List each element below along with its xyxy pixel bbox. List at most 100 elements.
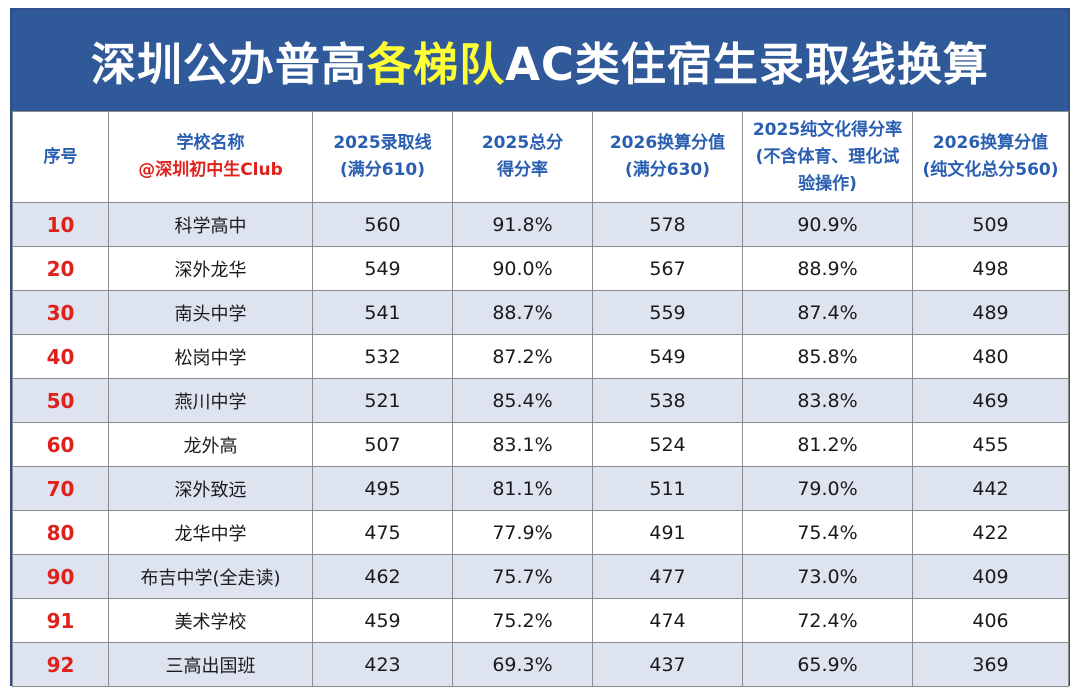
rate-2025-cell: 87.2%: [452, 334, 593, 379]
school-name-cell: 松岗中学: [108, 334, 313, 379]
score-2025-cell: 495: [312, 466, 453, 511]
header-culture-rate-2025: 2025纯文化得分率 (不含体育、理化试 验操作): [742, 111, 913, 203]
culture-converted-cell: 469: [912, 378, 1069, 423]
table-row: 50 燕川中学 521 85.4% 538 83.8% 469: [12, 378, 1069, 423]
rate-2025-cell: 88.7%: [452, 290, 593, 335]
table-body: 10 科学高中 560 91.8% 578 90.9% 509 20 深外龙华 549 90.0% 5…: [12, 202, 1069, 687]
culture-rate-cell: 79.0%: [742, 466, 913, 511]
header-school: 学校名称 @深圳初中生Club: [108, 111, 313, 203]
rate-2025-cell: 75.2%: [452, 598, 593, 643]
title-part-2: AC类住宿生录取线换算: [505, 38, 989, 91]
header-converted-2026: 2026换算分值 (满分630): [592, 111, 743, 203]
header-rank: 序号: [12, 111, 109, 203]
culture-rate-cell: 75.4%: [742, 510, 913, 555]
table-row: 20 深外龙华 549 90.0% 567 88.9% 498: [12, 246, 1069, 291]
rank-cell: 90: [12, 554, 109, 599]
culture-converted-cell: 455: [912, 422, 1069, 467]
score-2025-cell: 541: [312, 290, 453, 335]
rate-2025-cell: 75.7%: [452, 554, 593, 599]
header-school-watermark: @深圳初中生Club: [138, 160, 283, 180]
table-row: 91 美术学校 459 75.2% 474 72.4% 406: [12, 598, 1069, 643]
culture-rate-cell: 73.0%: [742, 554, 913, 599]
converted-2026-cell: 474: [592, 598, 743, 643]
culture-converted-cell: 509: [912, 202, 1069, 247]
admission-table: 序号 学校名称 @深圳初中生Club 2025录取线 (满分610) 2025总…: [12, 111, 1069, 687]
school-name-cell: 南头中学: [108, 290, 313, 335]
header-score-2025: 2025录取线 (满分610): [312, 111, 453, 203]
rate-2025-cell: 91.8%: [452, 202, 593, 247]
score-2025-cell: 423: [312, 642, 453, 687]
rank-cell: 40: [12, 334, 109, 379]
culture-rate-cell: 83.8%: [742, 378, 913, 423]
rank-cell: 60: [12, 422, 109, 467]
header-culture-converted-2026: 2026换算分值 (纯文化总分560): [912, 111, 1069, 203]
culture-converted-cell: 442: [912, 466, 1069, 511]
rank-cell: 30: [12, 290, 109, 335]
rank-cell: 91: [12, 598, 109, 643]
rate-2025-cell: 69.3%: [452, 642, 593, 687]
rate-2025-cell: 81.1%: [452, 466, 593, 511]
converted-2026-cell: 437: [592, 642, 743, 687]
school-name-cell: 科学高中: [108, 202, 313, 247]
score-2025-cell: 521: [312, 378, 453, 423]
title-highlight: 各梯队: [367, 38, 506, 91]
culture-converted-cell: 422: [912, 510, 1069, 555]
rate-2025-cell: 77.9%: [452, 510, 593, 555]
rate-2025-cell: 83.1%: [452, 422, 593, 467]
rate-2025-cell: 90.0%: [452, 246, 593, 291]
rank-cell: 92: [12, 642, 109, 687]
score-2025-cell: 532: [312, 334, 453, 379]
culture-converted-cell: 489: [912, 290, 1069, 335]
rank-cell: 20: [12, 246, 109, 291]
culture-rate-cell: 65.9%: [742, 642, 913, 687]
score-2025-cell: 560: [312, 202, 453, 247]
converted-2026-cell: 538: [592, 378, 743, 423]
converted-2026-cell: 549: [592, 334, 743, 379]
school-name-cell: 三高出国班: [108, 642, 313, 687]
school-name-cell: 深外龙华: [108, 246, 313, 291]
table-row: 70 深外致远 495 81.1% 511 79.0% 442: [12, 466, 1069, 511]
converted-2026-cell: 477: [592, 554, 743, 599]
rank-cell: 10: [12, 202, 109, 247]
rate-2025-cell: 85.4%: [452, 378, 593, 423]
culture-converted-cell: 498: [912, 246, 1069, 291]
culture-rate-cell: 81.2%: [742, 422, 913, 467]
table-row: 10 科学高中 560 91.8% 578 90.9% 509: [12, 202, 1069, 247]
converted-2026-cell: 491: [592, 510, 743, 555]
school-name-cell: 龙华中学: [108, 510, 313, 555]
score-2025-cell: 507: [312, 422, 453, 467]
converted-2026-cell: 559: [592, 290, 743, 335]
school-name-cell: 燕川中学: [108, 378, 313, 423]
culture-converted-cell: 409: [912, 554, 1069, 599]
converted-2026-cell: 511: [592, 466, 743, 511]
culture-converted-cell: 406: [912, 598, 1069, 643]
table-row: 90 布吉中学(全走读) 462 75.7% 477 73.0% 409: [12, 554, 1069, 599]
table-row: 60 龙外高 507 83.1% 524 81.2% 455: [12, 422, 1069, 467]
score-2025-cell: 549: [312, 246, 453, 291]
school-name-cell: 龙外高: [108, 422, 313, 467]
culture-rate-cell: 90.9%: [742, 202, 913, 247]
rank-cell: 80: [12, 510, 109, 555]
school-name-cell: 美术学校: [108, 598, 313, 643]
culture-rate-cell: 72.4%: [742, 598, 913, 643]
culture-rate-cell: 88.9%: [742, 246, 913, 291]
converted-2026-cell: 578: [592, 202, 743, 247]
converted-2026-cell: 524: [592, 422, 743, 467]
table-row: 80 龙华中学 475 77.9% 491 75.4% 422: [12, 510, 1069, 555]
table-card: 深圳公办普高 各梯队 AC类住宿生录取线换算 序号 学校名称 @深圳初中生Club: [10, 8, 1070, 687]
rank-cell: 50: [12, 378, 109, 423]
culture-converted-cell: 369: [912, 642, 1069, 687]
culture-converted-cell: 480: [912, 334, 1069, 379]
table-row: 30 南头中学 541 88.7% 559 87.4% 489: [12, 290, 1069, 335]
table-row: 92 三高出国班 423 69.3% 437 65.9% 369: [12, 642, 1069, 687]
table-row: 40 松岗中学 532 87.2% 549 85.8% 480: [12, 334, 1069, 379]
score-2025-cell: 475: [312, 510, 453, 555]
page-title: 深圳公办普高 各梯队 AC类住宿生录取线换算: [12, 10, 1068, 111]
school-name-cell: 深外致远: [108, 466, 313, 511]
title-part-1: 深圳公办普高: [91, 38, 368, 91]
header-rate-2025: 2025总分 得分率: [452, 111, 593, 203]
converted-2026-cell: 567: [592, 246, 743, 291]
culture-rate-cell: 85.8%: [742, 334, 913, 379]
rank-cell: 70: [12, 466, 109, 511]
culture-rate-cell: 87.4%: [742, 290, 913, 335]
